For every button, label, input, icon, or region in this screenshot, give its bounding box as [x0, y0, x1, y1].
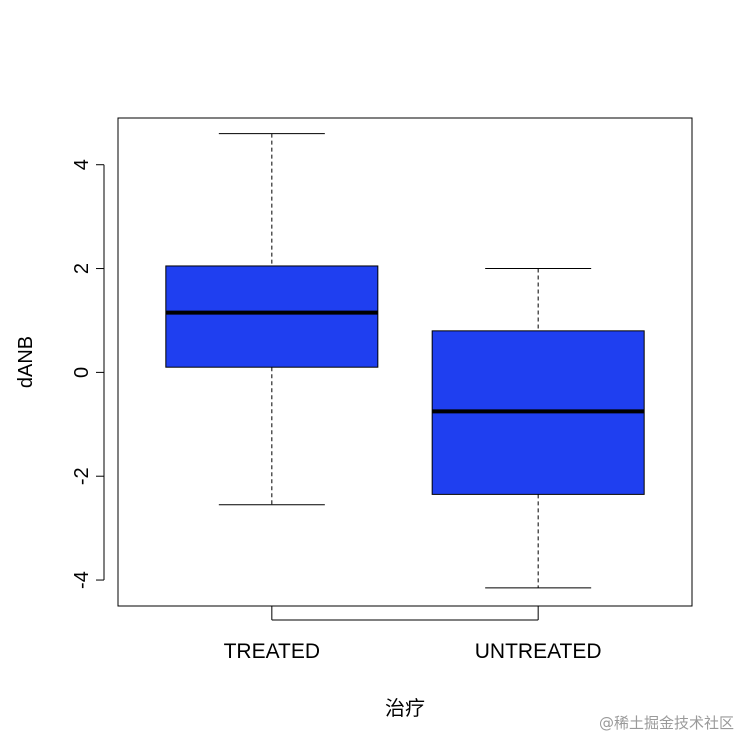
box-treated: [165, 133, 379, 506]
y-axis: -4 -2 0 2 4: [71, 159, 105, 589]
watermark-text: @稀土掘金技术社区: [599, 714, 734, 732]
y-tick-label: 2: [71, 263, 93, 274]
y-tick-label: -2: [71, 467, 93, 485]
boxes: [165, 133, 645, 589]
y-axis-title: dANB: [15, 336, 37, 388]
plot-frame: [117, 117, 693, 607]
y-tick-label: 4: [71, 159, 93, 170]
iqr-box: [165, 265, 379, 368]
y-tick-label: 0: [71, 367, 93, 378]
x-axis: TREATED UNTREATED: [224, 606, 602, 663]
y-tick-label: -4: [71, 571, 93, 589]
box-untreated: [431, 268, 645, 589]
x-axis-title: 治疗: [385, 697, 425, 720]
x-tick-label: UNTREATED: [475, 640, 602, 663]
x-tick-label: TREATED: [224, 640, 320, 663]
